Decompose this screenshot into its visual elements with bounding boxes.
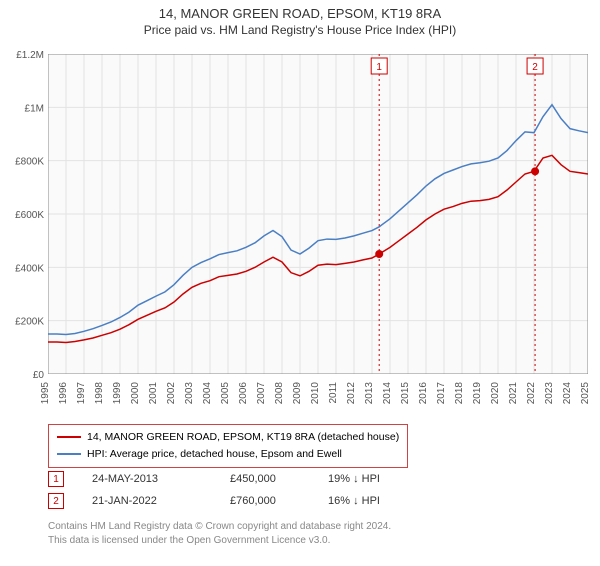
svg-text:2020: 2020 — [490, 382, 501, 405]
transaction-price: £450,000 — [230, 473, 300, 485]
svg-text:1997: 1997 — [76, 382, 87, 405]
legend-item-hpi: HPI: Average price, detached house, Epso… — [57, 446, 399, 463]
svg-text:£400K: £400K — [15, 263, 44, 274]
transaction-diff: 19% ↓ HPI — [328, 473, 418, 485]
y-axis-labels: £0£200K£400K£600K£800K£1M£1.2M — [0, 44, 48, 424]
svg-text:2000: 2000 — [130, 382, 141, 405]
svg-text:2013: 2013 — [364, 382, 375, 405]
svg-text:2017: 2017 — [436, 382, 447, 405]
svg-text:2024: 2024 — [562, 382, 573, 405]
svg-text:£1M: £1M — [25, 103, 44, 114]
svg-text:2: 2 — [532, 62, 538, 73]
svg-text:2019: 2019 — [472, 382, 483, 405]
legend-label-property: 14, MANOR GREEN ROAD, EPSOM, KT19 8RA (d… — [87, 429, 399, 446]
svg-text:2003: 2003 — [184, 382, 195, 405]
svg-text:2001: 2001 — [148, 382, 159, 405]
svg-text:£600K: £600K — [15, 210, 44, 221]
legend-line-hpi — [57, 453, 81, 455]
svg-text:2011: 2011 — [328, 382, 339, 404]
svg-text:2005: 2005 — [220, 382, 231, 405]
svg-text:1996: 1996 — [58, 382, 69, 405]
svg-text:2021: 2021 — [508, 382, 519, 405]
footer-line: This data is licensed under the Open Gov… — [48, 534, 391, 548]
svg-text:2022: 2022 — [526, 382, 537, 405]
footer-line: Contains HM Land Registry data © Crown c… — [48, 520, 391, 534]
svg-text:2025: 2025 — [580, 382, 591, 405]
transaction-diff: 16% ↓ HPI — [328, 495, 418, 507]
svg-text:1995: 1995 — [40, 382, 51, 405]
svg-text:2023: 2023 — [544, 382, 555, 405]
transaction-marker-icon: 2 — [48, 493, 64, 509]
svg-text:2014: 2014 — [382, 382, 393, 405]
chart-subtitle: Price paid vs. HM Land Registry's House … — [0, 23, 600, 37]
svg-text:2012: 2012 — [346, 382, 357, 405]
svg-text:2008: 2008 — [274, 382, 285, 405]
svg-text:2010: 2010 — [310, 382, 321, 405]
svg-text:£800K: £800K — [15, 157, 44, 168]
svg-text:£200K: £200K — [15, 317, 44, 328]
svg-text:2009: 2009 — [292, 382, 303, 405]
legend-label-hpi: HPI: Average price, detached house, Epso… — [87, 446, 342, 463]
chart-svg: 12 — [48, 54, 588, 374]
transaction-marker-icon: 1 — [48, 471, 64, 487]
svg-text:2015: 2015 — [400, 382, 411, 405]
footer: Contains HM Land Registry data © Crown c… — [48, 520, 391, 547]
transaction-row: 2 21-JAN-2022 £760,000 16% ↓ HPI — [48, 490, 418, 512]
chart-plot-area: 12 — [48, 54, 588, 374]
transaction-date: 24-MAY-2013 — [92, 473, 202, 485]
legend-item-property: 14, MANOR GREEN ROAD, EPSOM, KT19 8RA (d… — [57, 429, 399, 446]
x-axis-labels: 1995 1996 1997 1998 1999 2000 2001 2002 2003 2004… — [40, 374, 600, 424]
svg-text:2002: 2002 — [166, 382, 177, 405]
svg-text:2018: 2018 — [454, 382, 465, 405]
chart-title: 14, MANOR GREEN ROAD, EPSOM, KT19 8RA — [0, 6, 600, 21]
svg-text:1998: 1998 — [94, 382, 105, 405]
transaction-table: 1 24-MAY-2013 £450,000 19% ↓ HPI 2 21-JA… — [48, 468, 418, 512]
svg-text:£1.2M: £1.2M — [16, 50, 44, 61]
svg-text:2004: 2004 — [202, 382, 213, 405]
transaction-date: 21-JAN-2022 — [92, 495, 202, 507]
svg-text:2007: 2007 — [256, 382, 267, 405]
transaction-row: 1 24-MAY-2013 £450,000 19% ↓ HPI — [48, 468, 418, 490]
svg-text:2006: 2006 — [238, 382, 249, 405]
svg-text:2016: 2016 — [418, 382, 429, 405]
transaction-price: £760,000 — [230, 495, 300, 507]
svg-text:1999: 1999 — [112, 382, 123, 405]
svg-text:1: 1 — [376, 62, 382, 73]
legend-line-property — [57, 436, 81, 438]
legend: 14, MANOR GREEN ROAD, EPSOM, KT19 8RA (d… — [48, 424, 408, 468]
